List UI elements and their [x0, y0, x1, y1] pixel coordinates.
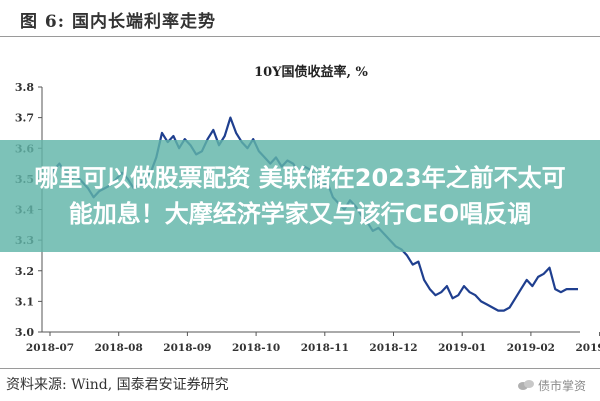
x-tick-label: 2018-10 [232, 342, 280, 354]
chart-title: 10Y国债收益率, % [254, 64, 368, 80]
x-tick-label: 2019-01 [438, 342, 486, 354]
figure-title: 图 6: 国内长端利率走势 [20, 12, 216, 32]
watermark: 债市掌资 [517, 377, 586, 394]
overlay-banner[interactable]: 哪里可以做股票配资 美联储在2023年之前不太可能加息！大摩经济学家又与该行CE… [0, 140, 600, 252]
y-tick-label: 3.8 [15, 81, 34, 94]
x-tick-label: 2018-12 [369, 342, 417, 354]
x-tick-label: 2019-02 [507, 342, 555, 354]
x-tick-label: 2018-09 [163, 342, 211, 354]
banner-text: 哪里可以做股票配资 美联储在2023年之前不太可能加息！大摩经济学家又与该行CE… [34, 164, 566, 228]
figure-header: 图 6: 国内长端利率走势 [0, 0, 600, 37]
figure-footer: 资料来源: Wind, 国泰君安证券研究 债市掌资 [0, 368, 600, 401]
x-tick-label: 2018-11 [301, 342, 349, 354]
watermark-text: 债市掌资 [537, 379, 586, 393]
x-tick-label: 2018-08 [95, 342, 143, 354]
x-tick-label: 2019-03 [575, 342, 600, 354]
y-tick-label: 3.7 [15, 112, 34, 125]
wechat-icon [517, 379, 534, 392]
y-tick-label: 3.0 [15, 326, 34, 339]
y-tick-label: 3.2 [15, 265, 34, 278]
y-tick-label: 3.1 [15, 295, 34, 308]
source-note: 资料来源: Wind, 国泰君安证券研究 [6, 377, 229, 393]
x-tick-label: 2018-07 [26, 342, 74, 354]
